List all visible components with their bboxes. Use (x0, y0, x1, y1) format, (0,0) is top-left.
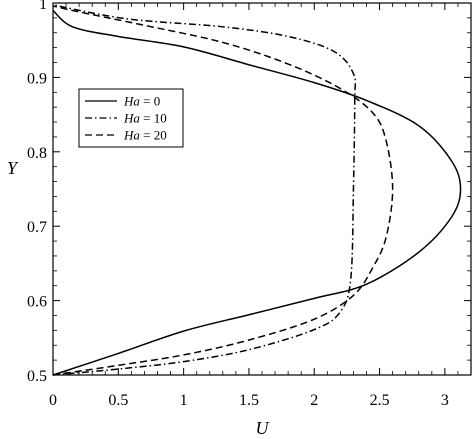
series-line-1 (52, 3, 357, 376)
y-tick-labels: 0.5 0.6 0.7 0.8 0.9 1 (27, 0, 47, 385)
x-tick-label: 3 (441, 392, 449, 409)
legend-label-prefix: Ha (123, 94, 140, 109)
y-tick-label: 0.6 (27, 294, 47, 311)
legend-label-1: Ha = 10 (123, 111, 167, 126)
x-tick-label: 0.5 (108, 392, 128, 409)
x-tick-label: 0 (49, 392, 57, 409)
legend-label-0: Ha = 0 (123, 94, 160, 109)
legend-label-suffix: = 10 (140, 111, 167, 126)
y-axis-label: Y (7, 158, 19, 178)
y-tick-label: 0.8 (27, 145, 47, 162)
series-curves (52, 3, 462, 376)
series-line-0 (52, 9, 462, 376)
legend-label-prefix: Ha (123, 128, 140, 143)
y-tick-label: 0.9 (27, 70, 47, 87)
legend-label-suffix: = 20 (140, 128, 167, 143)
series-line-2 (52, 5, 394, 376)
x-tick-label: 1 (180, 392, 188, 409)
legend-label-suffix: = 0 (140, 94, 160, 109)
x-tick-label: 1.5 (239, 392, 259, 409)
y-tick-label: 0.5 (27, 368, 47, 385)
legend-label-2: Ha = 20 (123, 128, 167, 143)
y-tick-label: 1 (39, 0, 47, 13)
x-tick-label: 2.5 (370, 392, 390, 409)
legend-label-prefix: Ha (123, 111, 140, 126)
x-tick-label: 2 (310, 392, 318, 409)
x-axis-label: U (256, 418, 270, 438)
x-tick-labels: 0 0.5 1 1.5 2 2.5 3 (49, 392, 449, 409)
y-tick-label: 0.7 (27, 219, 47, 236)
legend-box (78, 88, 184, 148)
plot-frame (52, 2, 472, 376)
tick-marks (52, 2, 471, 376)
